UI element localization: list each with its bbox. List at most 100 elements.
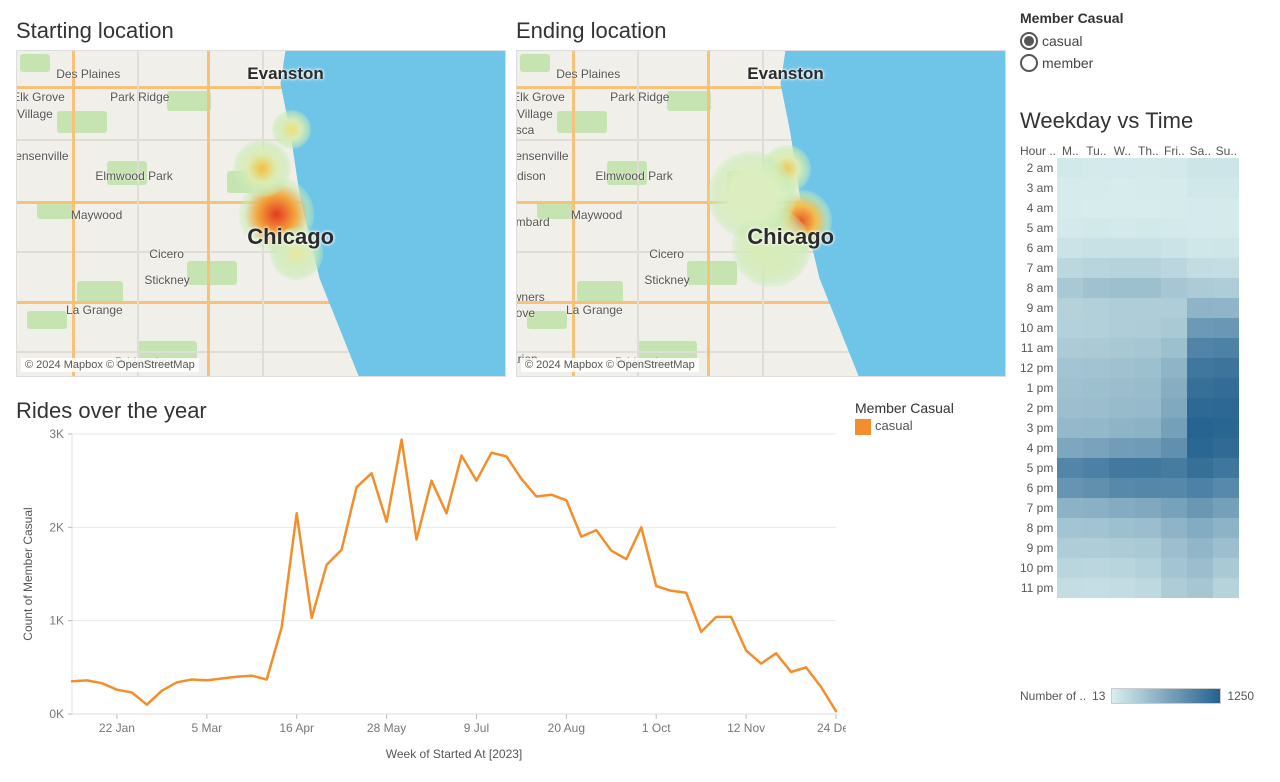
heatmap-cell[interactable]: [1161, 358, 1187, 378]
heatmap-cell[interactable]: [1161, 338, 1187, 358]
heatmap-cell[interactable]: [1083, 578, 1109, 598]
heatmap-cell[interactable]: [1135, 158, 1161, 178]
heatmap-cell[interactable]: [1187, 298, 1213, 318]
heatmap-cell[interactable]: [1213, 358, 1239, 378]
heatmap-col-thursday[interactable]: Th..: [1135, 144, 1161, 158]
heatmap-cell[interactable]: [1135, 578, 1161, 598]
heatmap-cell[interactable]: [1083, 238, 1109, 258]
heatmap-cell[interactable]: [1109, 518, 1135, 538]
heatmap-cell[interactable]: [1057, 518, 1083, 538]
heatmap-cell[interactable]: [1161, 218, 1187, 238]
heatmap-cell[interactable]: [1213, 578, 1239, 598]
heatmap-cell[interactable]: [1187, 418, 1213, 438]
heatmap-cell[interactable]: [1109, 538, 1135, 558]
heatmap-cell[interactable]: [1083, 478, 1109, 498]
heatmap-cell[interactable]: [1161, 478, 1187, 498]
heatmap-cell[interactable]: [1161, 458, 1187, 478]
heatmap-cell[interactable]: [1135, 498, 1161, 518]
heatmap-cell[interactable]: [1135, 558, 1161, 578]
heatmap-cell[interactable]: [1187, 158, 1213, 178]
heatmap-cell[interactable]: [1109, 298, 1135, 318]
heatmap-cell[interactable]: [1187, 218, 1213, 238]
heatmap-cell[interactable]: [1213, 278, 1239, 298]
heatmap-cell[interactable]: [1109, 338, 1135, 358]
heatmap-row-12pm[interactable]: 12 pm: [1020, 358, 1057, 378]
heatmap-cell[interactable]: [1083, 298, 1109, 318]
heatmap-cell[interactable]: [1057, 178, 1083, 198]
heatmap-cell[interactable]: [1109, 378, 1135, 398]
heatmap-cell[interactable]: [1083, 558, 1109, 578]
heatmap-col-friday[interactable]: Fri..: [1161, 144, 1187, 158]
heatmap-col-saturday[interactable]: Sa..: [1187, 144, 1213, 158]
heatmap-cell[interactable]: [1109, 318, 1135, 338]
heatmap-cell[interactable]: [1161, 158, 1187, 178]
heatmap-cell[interactable]: [1109, 558, 1135, 578]
heatmap-cell[interactable]: [1161, 558, 1187, 578]
heatmap-cell[interactable]: [1161, 378, 1187, 398]
heatmap-cell[interactable]: [1161, 538, 1187, 558]
heatmap-cell[interactable]: [1083, 498, 1109, 518]
heatmap-cell[interactable]: [1135, 418, 1161, 438]
heatmap-row-3am[interactable]: 3 am: [1020, 178, 1057, 198]
heatmap-cell[interactable]: [1083, 418, 1109, 438]
heatmap-cell[interactable]: [1135, 538, 1161, 558]
heatmap-cell[interactable]: [1187, 518, 1213, 538]
heatmap-cell[interactable]: [1213, 338, 1239, 358]
heatmap-cell[interactable]: [1057, 378, 1083, 398]
heatmap-cell[interactable]: [1135, 378, 1161, 398]
heatmap-cell[interactable]: [1213, 418, 1239, 438]
heatmap-cell[interactable]: [1083, 178, 1109, 198]
heatmap-cell[interactable]: [1187, 498, 1213, 518]
heatmap-cell[interactable]: [1109, 198, 1135, 218]
heatmap-cell[interactable]: [1213, 238, 1239, 258]
heatmap-cell[interactable]: [1083, 258, 1109, 278]
heatmap-cell[interactable]: [1109, 438, 1135, 458]
heatmap-cell[interactable]: [1213, 198, 1239, 218]
heatmap-row-5am[interactable]: 5 am: [1020, 218, 1057, 238]
heatmap-cell[interactable]: [1187, 578, 1213, 598]
heatmap-cell[interactable]: [1187, 478, 1213, 498]
heatmap-cell[interactable]: [1083, 198, 1109, 218]
heatmap-cell[interactable]: [1057, 398, 1083, 418]
weekday-vs-time-heatmap[interactable]: Hour ..M..Tu..W..Th..Fri..Sa..Su..2 am3 …: [1020, 144, 1239, 598]
heatmap-cell[interactable]: [1161, 198, 1187, 218]
heatmap-cell[interactable]: [1213, 258, 1239, 278]
heatmap-cell[interactable]: [1213, 178, 1239, 198]
heatmap-cell[interactable]: [1057, 338, 1083, 358]
heatmap-cell[interactable]: [1135, 318, 1161, 338]
heatmap-cell[interactable]: [1161, 518, 1187, 538]
heatmap-cell[interactable]: [1187, 178, 1213, 198]
heatmap-cell[interactable]: [1187, 398, 1213, 418]
heatmap-row-4am[interactable]: 4 am: [1020, 198, 1057, 218]
heatmap-cell[interactable]: [1187, 558, 1213, 578]
heatmap-cell[interactable]: [1135, 338, 1161, 358]
heatmap-row-10am[interactable]: 10 am: [1020, 318, 1057, 338]
heatmap-cell[interactable]: [1161, 398, 1187, 418]
heatmap-cell[interactable]: [1057, 418, 1083, 438]
heatmap-cell[interactable]: [1161, 438, 1187, 458]
heatmap-row-6pm[interactable]: 6 pm: [1020, 478, 1057, 498]
heatmap-cell[interactable]: [1109, 458, 1135, 478]
heatmap-cell[interactable]: [1083, 318, 1109, 338]
heatmap-cell[interactable]: [1135, 358, 1161, 378]
heatmap-cell[interactable]: [1057, 318, 1083, 338]
heatmap-cell[interactable]: [1135, 218, 1161, 238]
heatmap-cell[interactable]: [1135, 518, 1161, 538]
heatmap-cell[interactable]: [1057, 278, 1083, 298]
heatmap-cell[interactable]: [1213, 538, 1239, 558]
heatmap-cell[interactable]: [1083, 378, 1109, 398]
heatmap-cell[interactable]: [1109, 478, 1135, 498]
heatmap-cell[interactable]: [1135, 478, 1161, 498]
heatmap-cell[interactable]: [1161, 238, 1187, 258]
heatmap-col-wednesday[interactable]: W..: [1109, 144, 1135, 158]
heatmap-cell[interactable]: [1057, 538, 1083, 558]
heatmap-cell[interactable]: [1213, 518, 1239, 538]
heatmap-col-sunday[interactable]: Su..: [1213, 144, 1239, 158]
heatmap-cell[interactable]: [1213, 378, 1239, 398]
heatmap-cell[interactable]: [1057, 558, 1083, 578]
series-legend-item[interactable]: casual: [855, 418, 954, 435]
heatmap-cell[interactable]: [1109, 358, 1135, 378]
heatmap-cell[interactable]: [1187, 358, 1213, 378]
heatmap-cell[interactable]: [1187, 438, 1213, 458]
heatmap-row-10pm[interactable]: 10 pm: [1020, 558, 1057, 578]
